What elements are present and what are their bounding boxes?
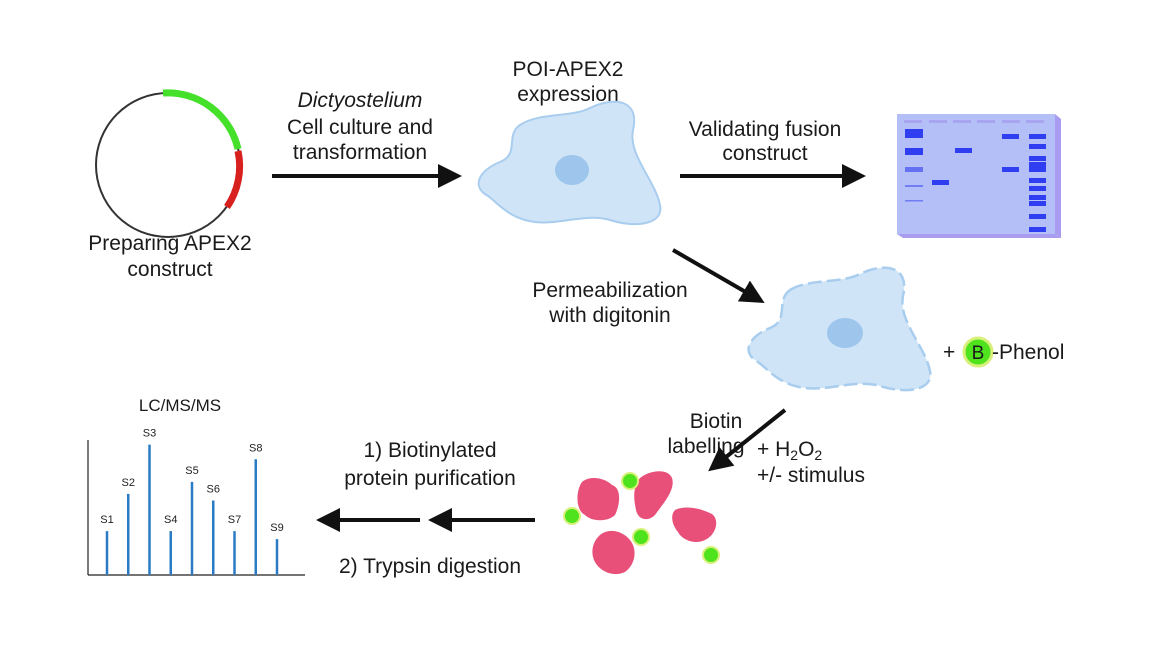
peak-label: S6	[207, 484, 220, 496]
digestion-label: 2) Trypsin digestion	[339, 555, 521, 578]
biotin-badge: B	[972, 343, 985, 364]
cell-icon	[477, 100, 662, 226]
labelling-label-1: Biotin	[690, 410, 743, 433]
phenol-prefix: +	[943, 341, 955, 364]
labelling-label-2: labelling	[667, 435, 744, 458]
permeabilized-cell-icon	[747, 266, 932, 392]
peak-label: S4	[164, 514, 177, 526]
stimulus-label: +/- stimulus	[757, 464, 865, 487]
organism-label: Dictyostelium	[298, 89, 423, 112]
arrow-labelling	[708, 408, 787, 472]
plasmid-label-1: Preparing APEX2	[88, 232, 251, 255]
peak-label: S2	[122, 477, 135, 489]
ms-spectrum: S1 S2 S3 S4 S5 S6 S7 S8 S9	[87, 428, 305, 576]
plasmid-icon	[95, 89, 244, 238]
plasmid-label-2: construct	[127, 258, 212, 281]
purification-label-1: 1) Biotinylated	[363, 439, 496, 462]
peak-label: S8	[249, 442, 262, 454]
expression-label-1: POI-APEX2	[513, 58, 624, 81]
gel-icon	[897, 114, 1061, 238]
validation-label-1: Validating fusion	[689, 118, 842, 141]
biotin-icon	[962, 336, 994, 368]
expression-label-2: expression	[517, 83, 619, 106]
permeabilization-label-1: Permeabilization	[532, 279, 687, 302]
culture-label-1: Cell culture and	[287, 116, 433, 139]
peak-label: S5	[185, 465, 198, 477]
peak-label: S9	[270, 522, 283, 534]
peak-label: S1	[100, 514, 113, 526]
peak-label: S3	[143, 428, 156, 440]
h2o2-label: + H2O2	[757, 438, 822, 463]
phenol-suffix: -Phenol	[992, 341, 1064, 364]
permeabilization-label-2: with digitonin	[548, 304, 670, 327]
ms-title: LC/MS/MS	[139, 396, 221, 415]
biotinylated-proteins-icon	[563, 471, 720, 575]
arrow-permeabilization	[671, 248, 765, 304]
peak-label: S7	[228, 514, 241, 526]
biotin-phenol-label: + B -Phenol	[943, 336, 1064, 368]
culture-label-2: transformation	[293, 141, 427, 164]
validation-label-2: construct	[722, 142, 807, 165]
purification-label-2: protein purification	[344, 467, 516, 490]
